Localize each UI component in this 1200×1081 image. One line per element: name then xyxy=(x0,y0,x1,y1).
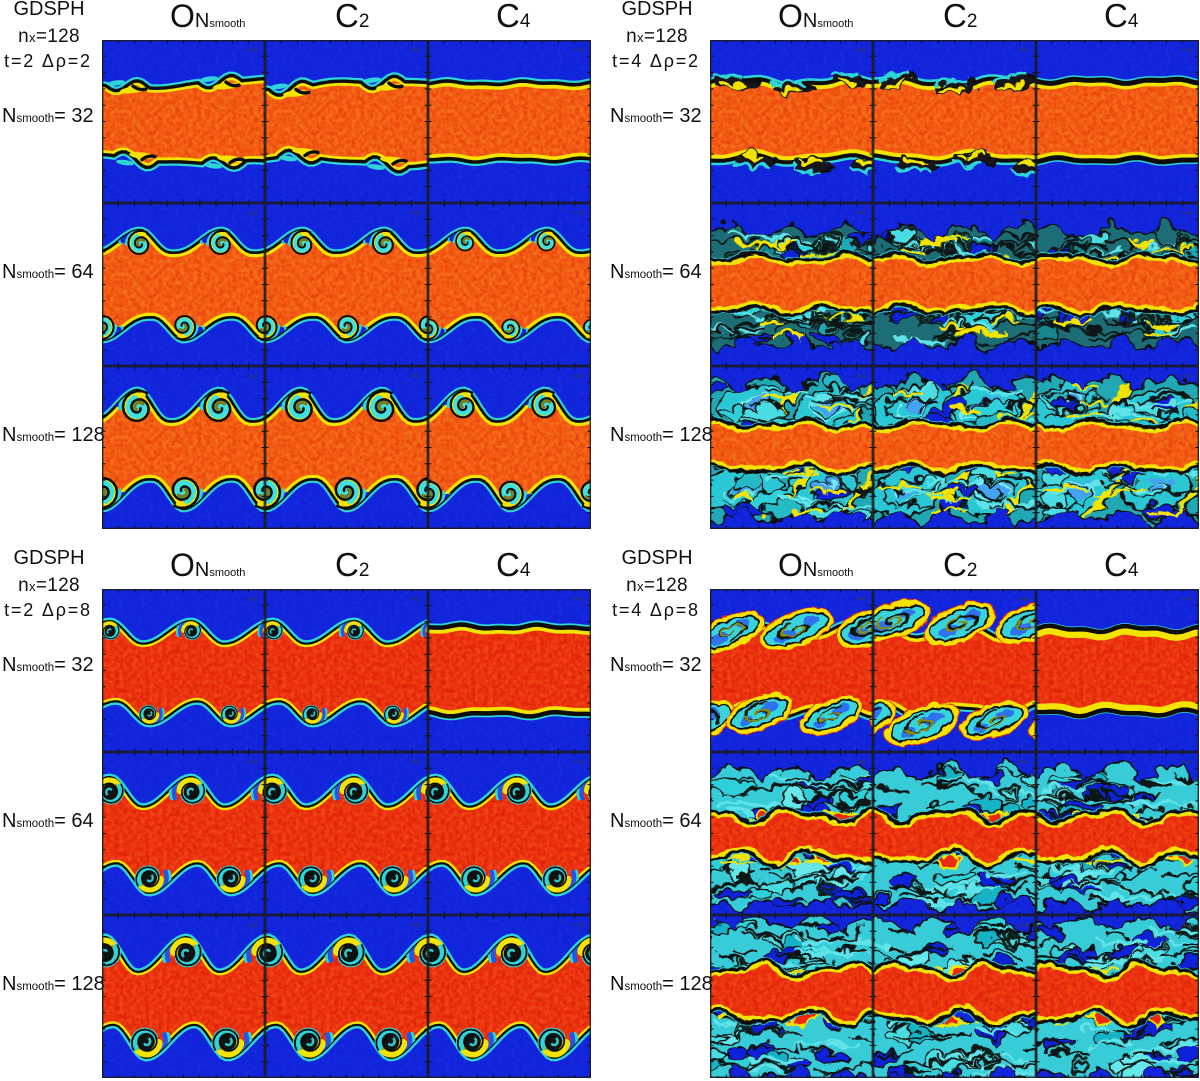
svg-text:t=2: t=2 xyxy=(248,373,258,380)
svg-text:t=2: t=2 xyxy=(411,759,421,766)
svg-text:t=2: t=2 xyxy=(248,210,258,217)
svg-text:t=2: t=2 xyxy=(574,47,584,54)
svg-text:t=4: t=4 xyxy=(1019,373,1029,380)
svg-text:t=2: t=2 xyxy=(574,210,584,217)
svg-text:t=2: t=2 xyxy=(248,47,258,54)
svg-text:t=4: t=4 xyxy=(1182,47,1192,54)
svg-text:t=2: t=2 xyxy=(574,373,584,380)
svg-text:t=2: t=2 xyxy=(411,596,421,603)
svg-text:t=4: t=4 xyxy=(856,596,866,603)
svg-text:t=2: t=2 xyxy=(411,922,421,929)
svg-text:t=2: t=2 xyxy=(411,47,421,54)
svg-text:t=4: t=4 xyxy=(856,373,866,380)
svg-text:t=4: t=4 xyxy=(856,210,866,217)
svg-text:t=4: t=4 xyxy=(1182,210,1192,217)
svg-text:t=4: t=4 xyxy=(1019,759,1029,766)
svg-text:t=2: t=2 xyxy=(411,210,421,217)
svg-text:t=4: t=4 xyxy=(1019,596,1029,603)
svg-text:t=2: t=2 xyxy=(574,596,584,603)
svg-text:t=4: t=4 xyxy=(1019,922,1029,929)
svg-text:t=4: t=4 xyxy=(1182,373,1192,380)
svg-text:t=2: t=2 xyxy=(574,759,584,766)
svg-text:t=4: t=4 xyxy=(1019,210,1029,217)
svg-text:t=2: t=2 xyxy=(248,596,258,603)
svg-text:t=4: t=4 xyxy=(1019,47,1029,54)
svg-text:t=4: t=4 xyxy=(1182,759,1192,766)
svg-text:t=2: t=2 xyxy=(574,922,584,929)
svg-text:t=2: t=2 xyxy=(411,373,421,380)
svg-text:t=2: t=2 xyxy=(248,922,258,929)
svg-text:t=4: t=4 xyxy=(856,759,866,766)
svg-text:t=4: t=4 xyxy=(856,47,866,54)
svg-text:t=4: t=4 xyxy=(1182,922,1192,929)
svg-text:t=4: t=4 xyxy=(856,922,866,929)
svg-text:t=4: t=4 xyxy=(1182,596,1192,603)
svg-text:t=2: t=2 xyxy=(248,759,258,766)
